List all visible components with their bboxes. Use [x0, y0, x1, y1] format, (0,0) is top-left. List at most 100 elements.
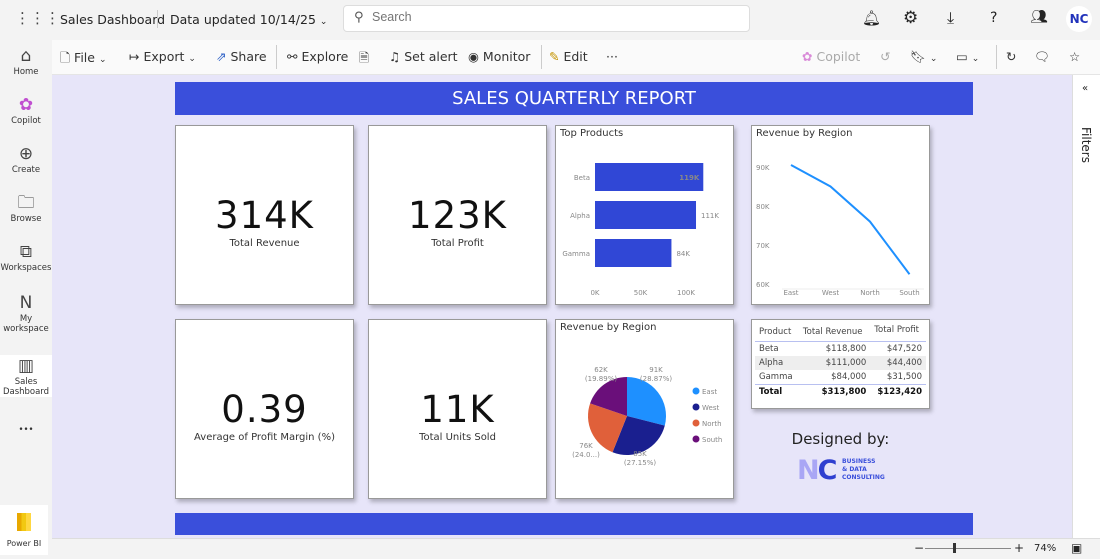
zoom-level: 74%: [1034, 543, 1057, 554]
data-updated-dropdown[interactable]: Data updated 10/14/25 ⌄: [170, 12, 327, 27]
pie-slice-north: [588, 403, 627, 453]
products-table[interactable]: Product Total Revenue Total Profit Beta $…: [751, 319, 930, 409]
slice-percent-label: (28.87%): [640, 375, 672, 383]
subscribe-icon[interactable]: 🗎: [359, 50, 370, 65]
favorite-icon[interactable]: ☆: [1069, 49, 1081, 64]
data-label: 111K: [701, 212, 719, 220]
search-input[interactable]: [372, 10, 732, 24]
nc-logo: NC BUSINESS & DATA CONSULTING: [797, 455, 885, 486]
zoom-in-button[interactable]: +: [1014, 541, 1025, 555]
x-tick-label: 0K: [590, 289, 599, 297]
more-icon[interactable]: •••: [18, 425, 34, 435]
top-products-chart[interactable]: Top Products Beta 119K Alpha 111K Gamma 84K 0K…: [555, 125, 734, 305]
slice-value-label: 62K: [594, 366, 608, 374]
revenue-line-chart[interactable]: Revenue by Region 60K 70K 80K 90K East West No…: [751, 125, 930, 305]
legend-marker-north: [692, 419, 700, 427]
share-button[interactable]: ⇗ Share: [216, 49, 267, 64]
home-icon: ⌂: [20, 46, 32, 66]
slice-percent-label: (19.89%): [585, 375, 617, 383]
chart-title: Revenue by Region: [756, 128, 853, 139]
slice-percent-label: (24.0...): [572, 451, 600, 459]
cell: $123,420: [877, 387, 922, 397]
file-menu[interactable]: 🗋 File ⌄: [60, 50, 107, 65]
report-name[interactable]: Sales Dashboard: [60, 12, 166, 27]
edit-button[interactable]: ✎ Edit: [549, 49, 588, 64]
kpi-value: 11K: [420, 388, 495, 431]
rail-item-label: Workspaces: [0, 263, 52, 273]
table-row[interactable]: Beta $118,800 $47,520: [755, 342, 926, 357]
table-row[interactable]: Gamma $84,000 $31,500: [755, 370, 926, 385]
kpi-value: 0.39: [221, 388, 308, 431]
avatar[interactable]: NC: [1066, 6, 1092, 32]
kpi-label: Total Revenue: [229, 238, 300, 249]
rail-item-my-workspace[interactable]: N My workspace: [0, 292, 52, 334]
pie-slice-east: [627, 377, 666, 426]
power-bi-home[interactable]: Power BI: [0, 505, 48, 555]
cell: $31,500: [886, 372, 922, 382]
filters-pane[interactable]: « Filters: [1072, 75, 1100, 538]
app-launcher-icon[interactable]: ⋮⋮⋮: [15, 9, 60, 27]
export-menu[interactable]: ↦ Export ⌄: [129, 49, 196, 64]
kpi-card-units-sold[interactable]: 11K Total Units Sold: [368, 319, 547, 499]
table-row[interactable]: Alpha $111,000 $44,400: [755, 356, 926, 370]
fit-to-page-icon[interactable]: ▣: [1071, 541, 1083, 555]
refresh-icon[interactable]: ↻: [1006, 49, 1017, 64]
feedback-icon[interactable]: 👥︎: [1030, 9, 1048, 25]
rail-item-home[interactable]: ⌂ Home: [0, 45, 52, 77]
more-options-button[interactable]: ···: [606, 49, 618, 64]
rail-item-copilot[interactable]: ✿ Copilot: [0, 94, 52, 126]
pie-chart-svg: 91K(28.87%) 85K(27.15%) 76K(24.0...) 62K(19…: [572, 366, 722, 467]
column-header[interactable]: Product: [759, 327, 792, 337]
report-icon: ▥: [17, 356, 35, 376]
kpi-card-profit-margin[interactable]: 0.39 Average of Profit Margin (%): [175, 319, 354, 499]
rail-item-sales-dashboard[interactable]: ▥ Sales Dashboard: [0, 355, 52, 397]
status-bar: − + 74% ▣: [52, 538, 1100, 559]
gear-icon[interactable]: ⚙: [903, 8, 919, 28]
kpi-value: 314K: [215, 194, 314, 237]
rail-item-browse[interactable]: 🗀 Browse: [0, 192, 52, 224]
category-label: Gamma: [562, 250, 590, 258]
cell: $118,800: [825, 344, 867, 354]
y-tick-label: 70K: [756, 242, 770, 250]
folder-icon: 🗀: [17, 193, 35, 213]
help-icon[interactable]: ?: [990, 10, 998, 26]
view-icon[interactable]: ▭ ⌄: [956, 49, 980, 64]
chart-title: Top Products: [560, 128, 624, 139]
zoom-slider[interactable]: [925, 543, 1011, 553]
footer-bar: [175, 513, 973, 535]
pie-slice-south: [590, 377, 627, 416]
rail-item-workspaces[interactable]: ⧉ Workspaces: [0, 241, 52, 273]
bookmark-icon[interactable]: 🔖︎ ⌄: [910, 49, 938, 64]
collapse-icon[interactable]: «: [1082, 83, 1089, 94]
report-canvas: SALES QUARTERLY REPORT 314K Total Revenue…: [52, 75, 1072, 538]
search-box[interactable]: ⚲: [343, 5, 750, 32]
kpi-label: Total Units Sold: [419, 432, 496, 443]
rail-item-label: My workspace: [3, 314, 49, 334]
copilot-icon: ✿: [802, 49, 813, 64]
explore-button[interactable]: ⚯ Explore: [287, 49, 348, 64]
bell-icon[interactable]: 🔔︎: [862, 9, 882, 27]
rail-item-create[interactable]: ⊕ Create: [0, 143, 52, 175]
rail-item-label: Home: [13, 67, 39, 77]
category-label: Beta: [574, 174, 590, 182]
filters-label[interactable]: Filters: [1079, 127, 1093, 163]
kpi-card-total-revenue[interactable]: 314K Total Revenue: [175, 125, 354, 305]
legend-marker-west: [692, 403, 700, 411]
reset-icon[interactable]: ↺: [880, 49, 891, 64]
zoom-out-button[interactable]: −: [914, 541, 925, 555]
kpi-card-total-profit[interactable]: 123K Total Profit: [368, 125, 547, 305]
download-icon[interactable]: ⤓: [947, 8, 955, 27]
zoom-slider-thumb[interactable]: [953, 543, 956, 553]
copilot-button[interactable]: ✿ Copilot: [802, 49, 860, 64]
slice-value-label: 76K: [579, 442, 593, 450]
column-header[interactable]: Total Revenue: [802, 327, 863, 337]
avatar-icon: N: [19, 293, 33, 313]
column-header-sorted[interactable]: Total Profit: [874, 325, 920, 335]
comment-icon[interactable]: 🗨︎: [1034, 49, 1050, 64]
monitor-button[interactable]: ◉ Monitor: [468, 49, 530, 64]
divider: [541, 45, 542, 69]
edit-label: Edit: [563, 49, 588, 64]
revenue-pie-chart[interactable]: Revenue by Region 91K (28.87%) 85K (27.15%)…: [555, 319, 734, 499]
table-total-row: Total $313,800 $123,420: [755, 384, 926, 400]
set-alert-button[interactable]: ♫ Set alert: [389, 49, 458, 64]
